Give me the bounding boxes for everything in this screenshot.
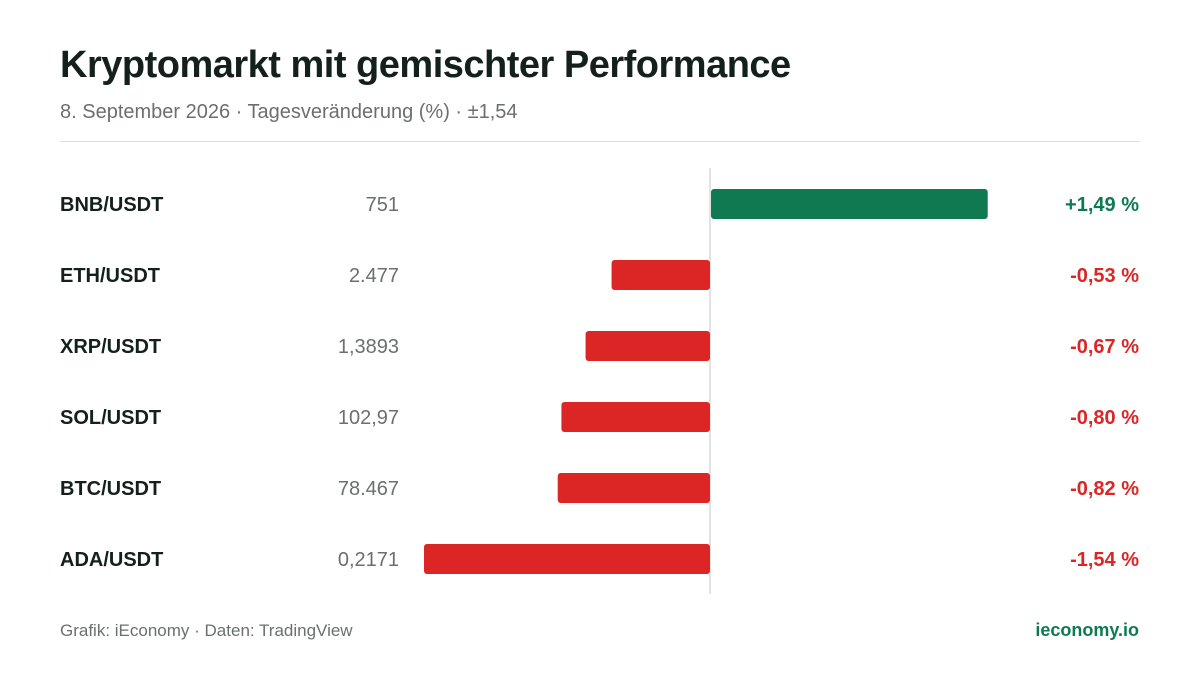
price-label: 1,3893 [338, 336, 399, 358]
value-label: -0,82 % [1070, 478, 1139, 500]
pair-label: BTC/USDT [60, 478, 161, 500]
footer-brand-link[interactable]: ieconomy.io [1035, 620, 1139, 640]
price-label: 78.467 [338, 478, 399, 500]
pair-label: ETH/USDT [60, 265, 160, 287]
bar-sol-usdt [561, 402, 710, 432]
bar-btc-usdt [557, 473, 710, 503]
pair-label: SOL/USDT [60, 407, 161, 429]
value-label: -0,80 % [1070, 407, 1139, 429]
bar-ada-usdt [424, 544, 710, 574]
chart-subtitle: 8. September 2026 · Tagesveränderung (%)… [60, 101, 518, 123]
price-label: 0,2171 [338, 549, 399, 571]
price-label: 751 [366, 194, 399, 216]
price-label: 2.477 [349, 265, 399, 287]
pair-label: ADA/USDT [60, 549, 163, 571]
value-label: -1,54 % [1070, 549, 1139, 571]
header-divider [60, 141, 1140, 142]
bar-bnb-usdt [711, 189, 988, 219]
pair-label: XRP/USDT [60, 336, 161, 358]
price-label: 102,97 [338, 407, 399, 429]
footer-source: Grafik: iEconomy · Daten: TradingView [60, 621, 353, 640]
chart-title: Kryptomarkt mit gemischter Performance [60, 44, 791, 86]
pair-label: BNB/USDT [60, 194, 163, 216]
bar-xrp-usdt [585, 331, 710, 361]
value-label: -0,53 % [1070, 265, 1139, 287]
value-label: +1,49 % [1065, 194, 1139, 216]
bar-eth-usdt [611, 260, 710, 290]
value-label: -0,67 % [1070, 336, 1139, 358]
